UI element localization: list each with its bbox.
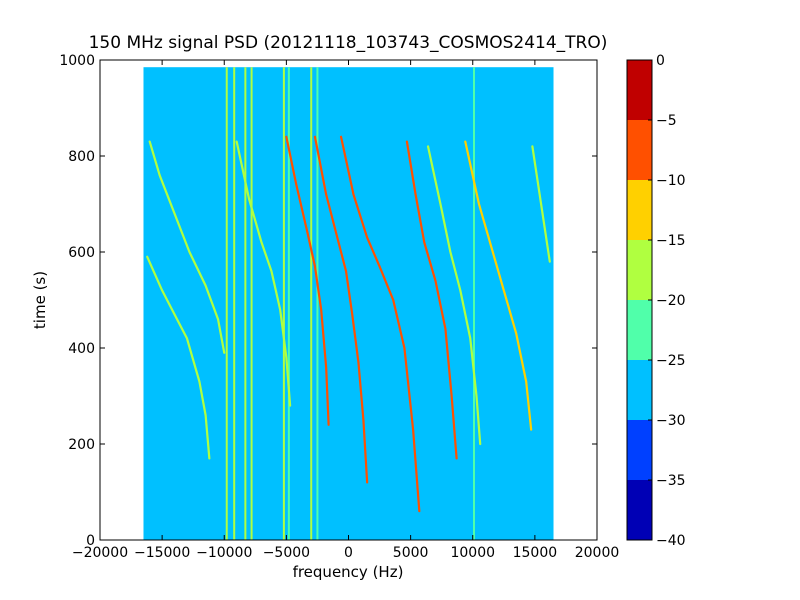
y-tick-label: 400 <box>68 341 95 357</box>
y-tick-label: 1000 <box>59 53 95 69</box>
doppler-curves <box>146 135 551 513</box>
colorbar-segment <box>627 120 652 180</box>
y-tick-label: 600 <box>68 245 95 261</box>
colorbar-tick-label: −10 <box>656 173 686 189</box>
colorbar-tick-label: −20 <box>656 293 686 309</box>
y-axis-label: time (s) <box>31 271 49 329</box>
colorbar-segment <box>627 360 652 420</box>
heatmap-cells <box>143 67 554 540</box>
chart-title: 150 MHz signal PSD (20121118_103743_COSM… <box>89 33 608 53</box>
doppler-curve <box>285 135 330 426</box>
doppler-curve <box>426 145 482 446</box>
colorbar-segment <box>627 300 652 360</box>
doppler-curve <box>235 140 292 407</box>
colorbar-tick-label: −15 <box>656 233 686 249</box>
doppler-curve <box>464 140 533 431</box>
x-tick-label: −10000 <box>196 545 252 561</box>
doppler-curve <box>339 135 421 513</box>
colorbar-tick-label: 0 <box>656 53 665 69</box>
x-tick-label: 10000 <box>450 545 495 561</box>
colorbar-tick-label: −25 <box>656 353 686 369</box>
colorbar-tick-label: −5 <box>656 113 677 129</box>
colorbar-segment <box>627 180 652 240</box>
x-tick-label: −15000 <box>134 545 190 561</box>
y-tick-label: 200 <box>68 437 95 453</box>
vertical-signal-lines <box>225 67 475 540</box>
x-tick-label: 0 <box>344 545 353 561</box>
doppler-curve <box>313 135 369 484</box>
x-tick-label: 5000 <box>393 545 429 561</box>
colorbar-segment <box>627 480 652 540</box>
colorbar-tick-label: −35 <box>656 473 686 489</box>
colorbar-segment <box>627 240 652 300</box>
doppler-curve <box>531 145 551 263</box>
doppler-curve <box>148 140 226 354</box>
y-tick-label: 0 <box>86 533 95 549</box>
colorbar-tick-label: −30 <box>656 413 686 429</box>
doppler-curve <box>405 140 458 460</box>
x-tick-label: 15000 <box>513 545 558 561</box>
doppler-curve <box>146 255 211 460</box>
colorbar-segment <box>627 60 652 120</box>
heatmap-background <box>143 67 554 540</box>
y-tick-label: 800 <box>68 149 95 165</box>
colorbar: −40 −35 −30 −25 −20 −15 −10 −5 0 <box>626 53 686 549</box>
y-axis: 0 200 400 600 800 1000 <box>59 53 597 549</box>
x-tick-label: 20000 <box>575 545 620 561</box>
x-axis: −20000 −15000 −10000 −5000 0 5000 10000 15000 20… <box>72 60 619 561</box>
x-tick-label: −5000 <box>263 545 310 561</box>
colorbar-segment <box>627 420 652 480</box>
colorbar-tick-label: −40 <box>656 533 686 549</box>
x-axis-label: frequency (Hz) <box>293 563 404 581</box>
x-tick-label: −20000 <box>72 545 128 561</box>
